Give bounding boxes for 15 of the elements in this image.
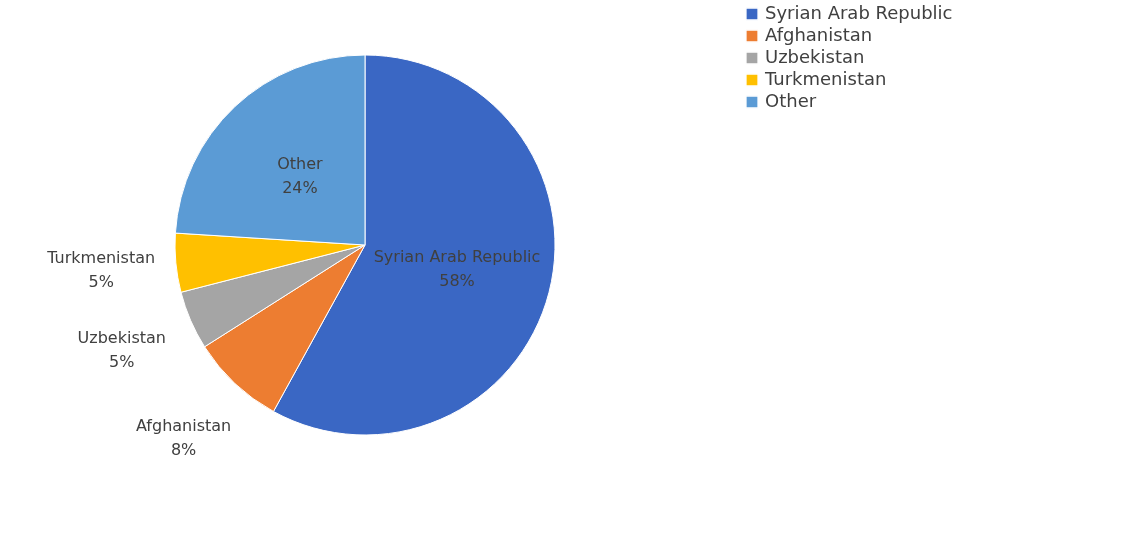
legend-label: Syrian Arab Republic bbox=[765, 2, 953, 23]
legend-label: Turkmenistan bbox=[764, 68, 887, 89]
data-label: 8% bbox=[170, 440, 197, 460]
legend-label: Other bbox=[765, 90, 817, 111]
data-label: 24% bbox=[282, 177, 318, 197]
slice-label: Other bbox=[277, 153, 324, 173]
legend-label: Afghanistan bbox=[765, 24, 873, 45]
slice-label: Afghanistan bbox=[135, 416, 232, 436]
slice-label: Turkmenistan bbox=[46, 247, 156, 267]
data-label: 58% bbox=[439, 270, 475, 290]
slice-label: Uzbekistan bbox=[77, 328, 166, 348]
data-label: 5% bbox=[109, 352, 135, 372]
data-label: 5% bbox=[88, 271, 114, 291]
slice-label: Syrian Arab Republic bbox=[373, 246, 541, 266]
legend-label: Uzbekistan bbox=[765, 46, 865, 67]
